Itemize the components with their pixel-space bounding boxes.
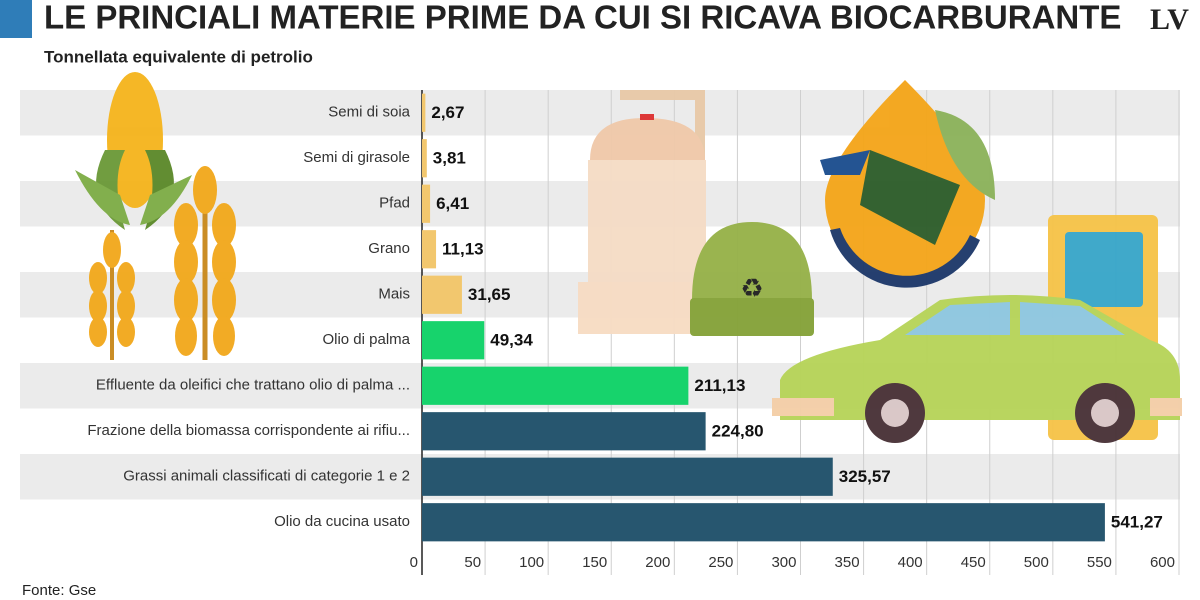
source: Fonte: Gse bbox=[22, 582, 96, 599]
value-label: 541,27 bbox=[1111, 513, 1163, 532]
x-tick-label: 350 bbox=[835, 554, 860, 571]
y-tick-label: Frazione della biomassa corrispondente a… bbox=[87, 422, 410, 439]
y-tick-label: Semi di girasole bbox=[303, 149, 410, 166]
value-label: 3,81 bbox=[433, 149, 466, 168]
logo: LV bbox=[1150, 3, 1189, 36]
y-tick-label: Semi di soia bbox=[328, 104, 410, 121]
y-tick-label: Mais bbox=[378, 286, 410, 303]
row-band bbox=[20, 90, 1180, 136]
x-tick-label: 200 bbox=[645, 554, 670, 571]
value-label: 49,34 bbox=[490, 331, 533, 350]
x-tick-label: 150 bbox=[582, 554, 607, 571]
svg-text:♻: ♻ bbox=[740, 273, 763, 303]
y-tick-label: Grano bbox=[368, 240, 410, 257]
x-tick-label: 450 bbox=[961, 554, 986, 571]
x-tick-label: 100 bbox=[519, 554, 544, 571]
y-tick-label: Olio da cucina usato bbox=[274, 513, 410, 530]
value-label: 325,57 bbox=[839, 467, 891, 486]
value-label: 211,13 bbox=[694, 376, 745, 395]
value-label: 224,80 bbox=[712, 422, 764, 441]
x-tick-label: 500 bbox=[1024, 554, 1049, 571]
value-label: 6,41 bbox=[436, 194, 469, 213]
bar bbox=[422, 93, 426, 132]
illustrations: ♻ bbox=[75, 72, 1182, 443]
bar bbox=[422, 139, 427, 178]
x-tick-label: 250 bbox=[708, 554, 733, 571]
bar bbox=[422, 184, 431, 223]
bar bbox=[422, 230, 437, 269]
value-label: 2,67 bbox=[431, 103, 464, 122]
x-tick-label: 50 bbox=[464, 554, 481, 571]
bar bbox=[422, 412, 706, 451]
bar bbox=[422, 366, 689, 405]
value-label: 11,13 bbox=[442, 240, 484, 259]
foreground-layer: 0 50 100 150 200 250 300 350 400 450 500 550 600 Semi… bbox=[87, 90, 1175, 575]
bar bbox=[422, 503, 1105, 542]
x-tick-label: 300 bbox=[771, 554, 796, 571]
bar bbox=[422, 457, 833, 496]
x-tick-label: 0 bbox=[410, 554, 418, 571]
title-marker bbox=[0, 0, 32, 38]
chart-title: LE PRINCIALI MATERIE PRIME DA CUI SI RIC… bbox=[44, 0, 1121, 36]
y-tick-label: Pfad bbox=[379, 195, 410, 212]
y-tick-label: Effluente da oleifici che trattano olio … bbox=[96, 377, 410, 394]
y-tick-label: Grassi animali classificati di categorie… bbox=[123, 468, 410, 485]
bar bbox=[422, 321, 485, 360]
bar bbox=[422, 275, 462, 314]
chart-subtitle: Tonnellata equivalente di petrolio bbox=[44, 47, 313, 66]
x-tick-label: 600 bbox=[1150, 554, 1175, 571]
x-tick-label: 400 bbox=[898, 554, 923, 571]
value-label: 31,65 bbox=[468, 285, 511, 304]
y-tick-label: Olio di palma bbox=[322, 331, 410, 348]
x-tick-label: 550 bbox=[1087, 554, 1112, 571]
